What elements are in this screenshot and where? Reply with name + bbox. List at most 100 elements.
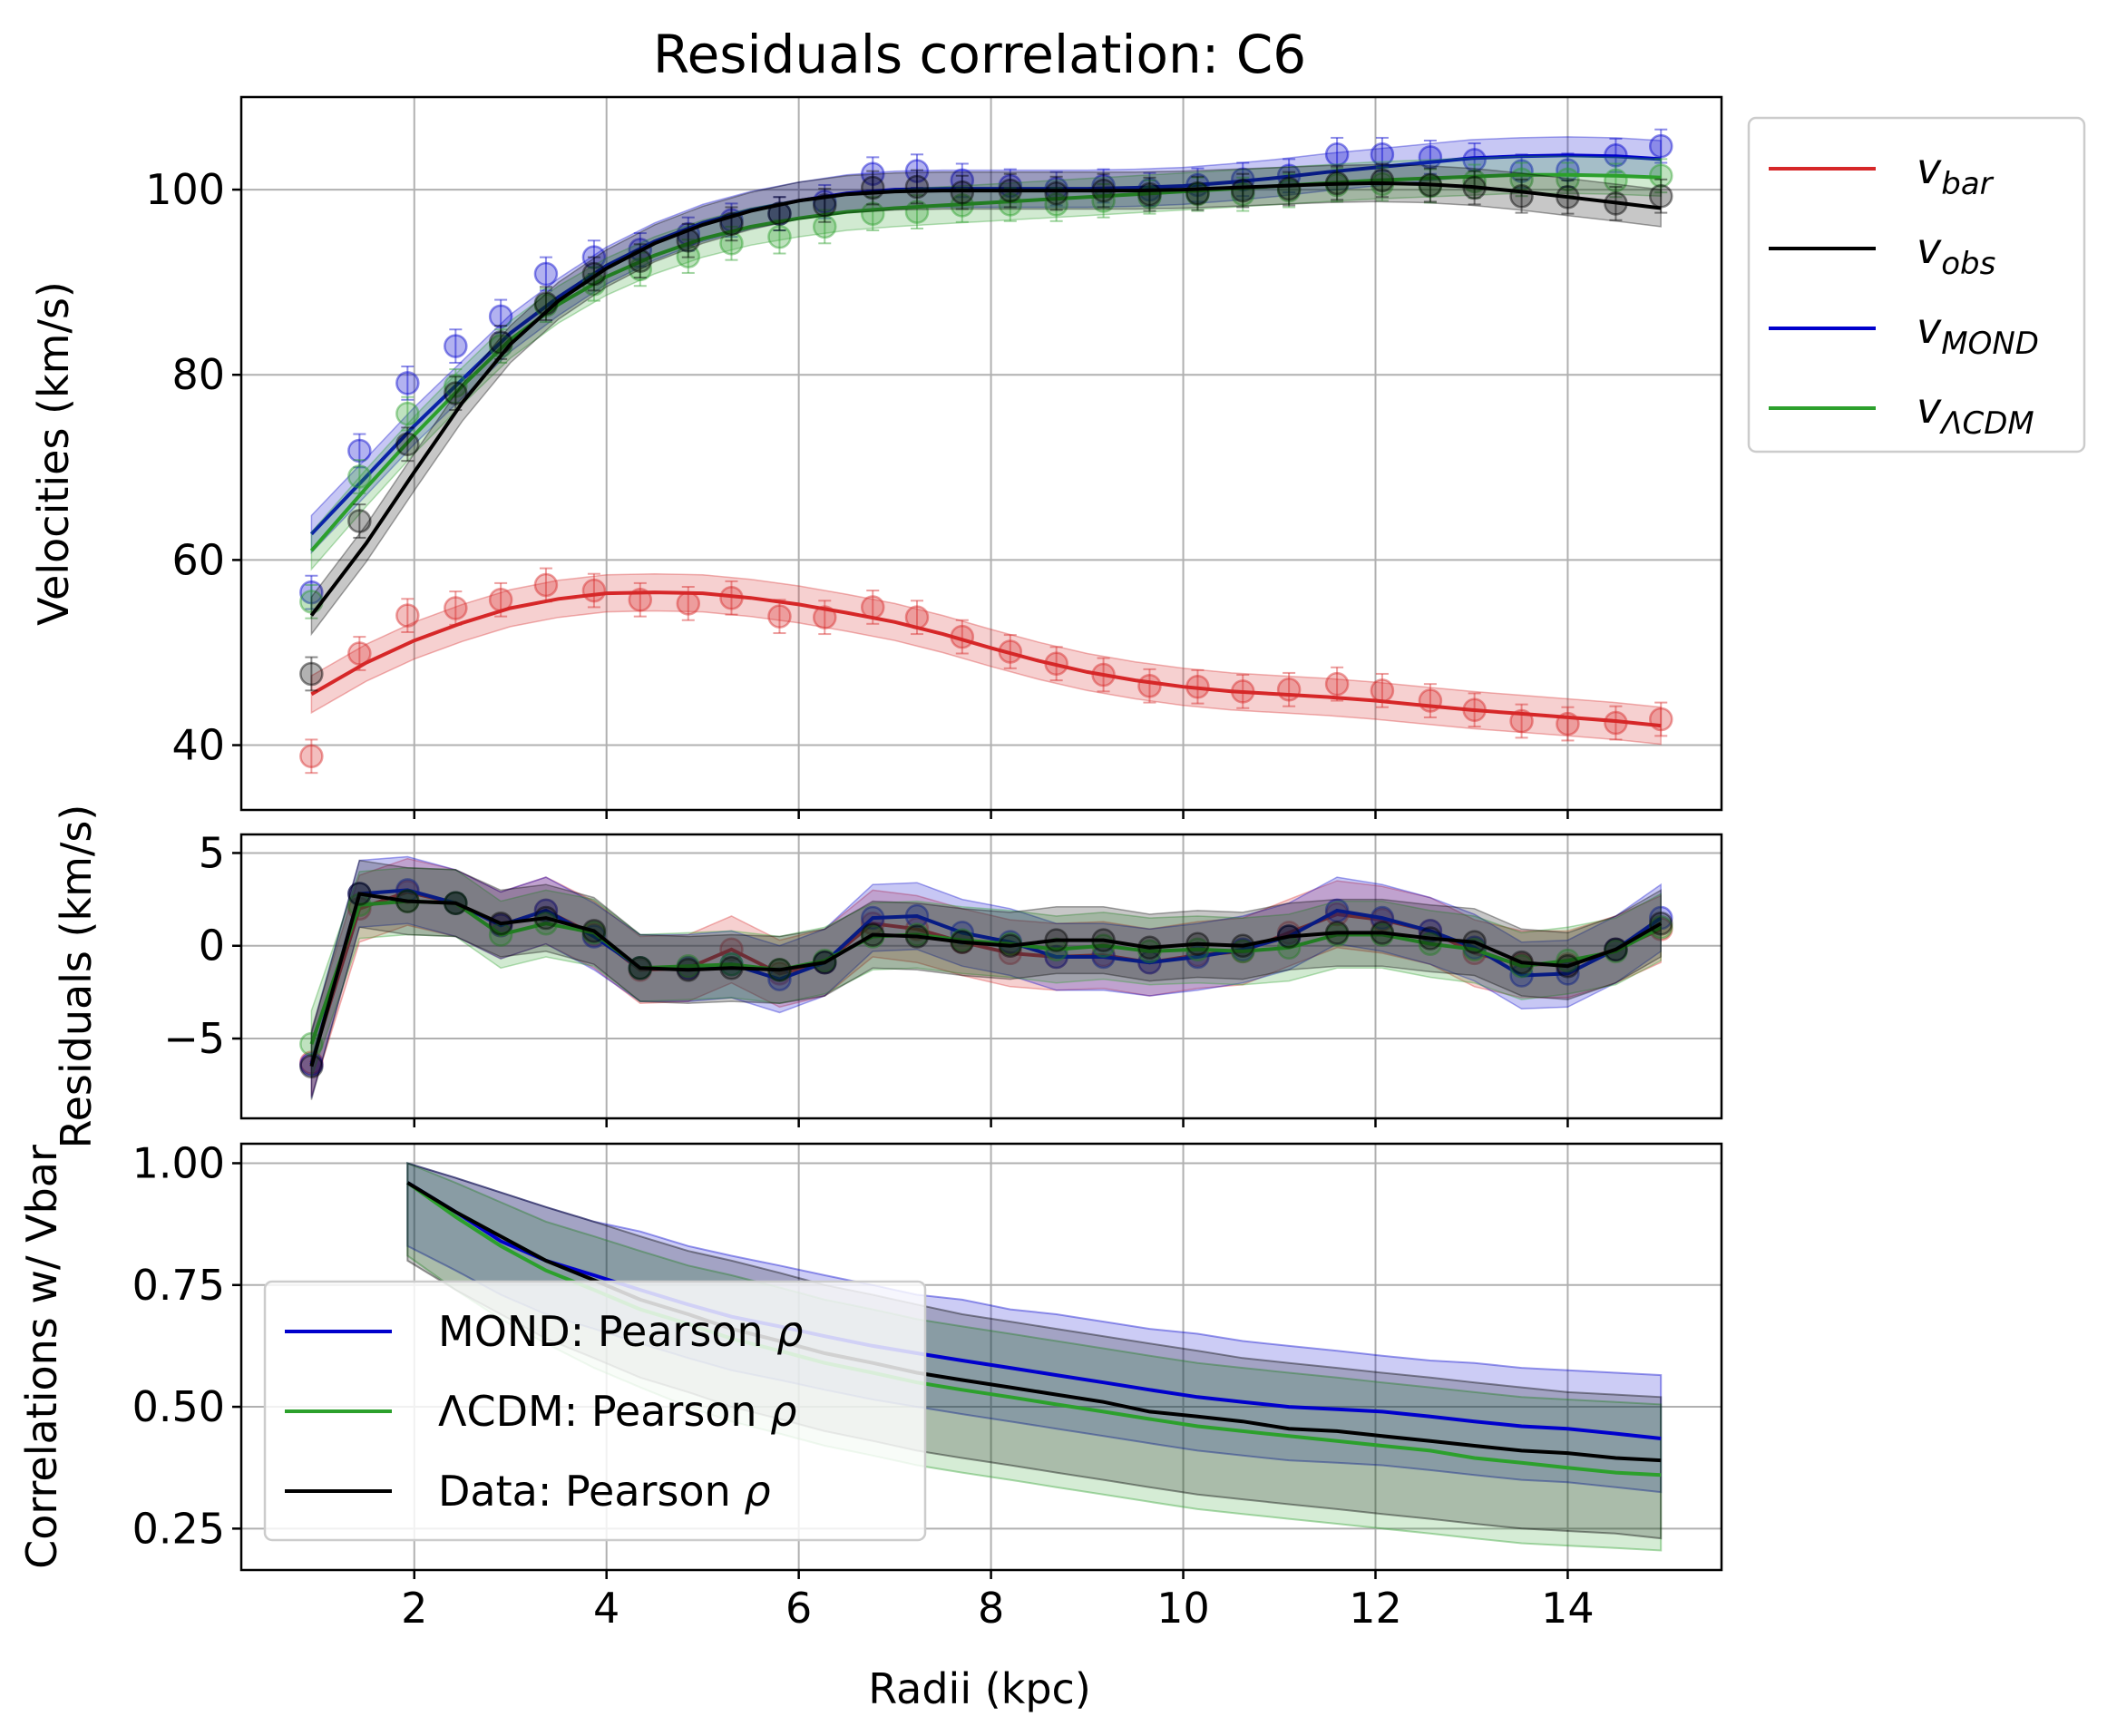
legend-label-subscript: bar (1941, 166, 1994, 202)
x-tick-label: 10 (1156, 1584, 1210, 1633)
data-point (860, 161, 885, 186)
plot-area-residuals (299, 855, 1673, 1100)
y-axis-label: Correlations w/ Vbar (17, 1145, 66, 1569)
data-point (347, 464, 372, 489)
legend-label-base: v (1917, 144, 1942, 193)
data-point (444, 381, 468, 405)
data-point (1276, 176, 1302, 201)
series-residuals-obs (299, 859, 1673, 1100)
y-axis-label: Velocities (km/s) (29, 281, 78, 626)
uncertainty-band (310, 859, 1662, 1100)
y-tick-label: 1.00 (132, 1138, 225, 1187)
data-point (767, 224, 792, 249)
data-point (533, 572, 559, 598)
legend-label-base: v (1917, 304, 1942, 353)
data-point (395, 603, 420, 628)
series-line (310, 590, 1662, 728)
data-point (299, 1054, 324, 1078)
series-line (309, 892, 1663, 1068)
data-point (998, 192, 1023, 217)
data-point (904, 174, 930, 200)
data-point (813, 193, 837, 218)
legend-label-rho: ρ (744, 1467, 770, 1516)
legend-label-subscript: obs (1941, 246, 1995, 282)
legend-label-obs: vobs (1917, 224, 1995, 282)
data-point (1185, 180, 1210, 206)
legend-label-base: v (1917, 384, 1942, 433)
series-line (309, 180, 1662, 617)
x-tick-label: 14 (1541, 1584, 1595, 1633)
data-point (581, 245, 607, 269)
y-tick-label: 0.75 (132, 1261, 225, 1310)
axes-frame (239, 1142, 1723, 1572)
y-tick-label: 0.25 (132, 1504, 225, 1553)
panel-correlations: 2 4 6 8 10 12 14 0.25 0.50 0.75 1.00 Correlations w… (17, 1138, 1723, 1633)
data-point (1648, 707, 1673, 732)
series-line (309, 888, 1663, 1066)
data-point (347, 438, 372, 463)
data-point (1044, 180, 1068, 206)
data-point (1324, 671, 1350, 697)
uncertainty-band (310, 163, 1662, 637)
grid-residuals (241, 834, 1722, 1118)
data-point (1370, 678, 1395, 703)
data-point (444, 334, 468, 358)
data-point (1137, 181, 1162, 207)
data-point (1276, 678, 1302, 702)
data-point (444, 374, 468, 398)
data-point (1137, 673, 1162, 698)
legend-label-rho: ρ (776, 1307, 803, 1356)
data-point (347, 509, 372, 533)
data-point (767, 604, 792, 629)
uncertainty-band (310, 867, 1662, 1078)
data-point (1648, 911, 1673, 936)
x-axis-label: Radii (kpc) (868, 1664, 1091, 1713)
data-point (581, 578, 607, 603)
legend-label-lcdm: ΛCDM: Pearson ρ (438, 1387, 796, 1436)
legend-label-lcdm: vΛCDM (1917, 384, 2034, 442)
data-point (395, 401, 420, 426)
y-axis-label: Residuals (km/s) (52, 805, 101, 1149)
data-point (950, 180, 975, 205)
legend-box (263, 1280, 927, 1542)
data-point (676, 591, 701, 616)
axes-frame (239, 95, 1723, 812)
data-point (1230, 178, 1255, 203)
legend-label-text: MOND: Pearson (438, 1307, 776, 1356)
data-point (299, 580, 324, 605)
y-tick-label: 40 (171, 721, 225, 770)
data-point (299, 661, 324, 687)
data-point (904, 159, 930, 183)
data-point (395, 432, 420, 457)
legend-label-bar: vbar (1917, 144, 1995, 202)
series-line (309, 899, 1663, 1045)
y-tick-label: 60 (171, 535, 225, 584)
legend-label-subscript: ΛCDM (1938, 405, 2034, 442)
data-point (1648, 915, 1673, 940)
y-tick-label: −5 (163, 1014, 225, 1063)
data-point (813, 605, 837, 629)
x-tick-label: 4 (593, 1584, 619, 1633)
y-tick-label: 0 (199, 922, 225, 970)
data-point (1324, 142, 1350, 167)
y-tick-label: 5 (199, 828, 225, 877)
data-point (767, 201, 792, 226)
panel-residuals: −5 0 5 Residuals (km/s) (52, 805, 1723, 1149)
data-point (1648, 133, 1673, 159)
data-point (488, 304, 513, 329)
legend-label-obs: Data: Pearson ρ (438, 1467, 771, 1516)
legend-label-mond: vMOND (1917, 304, 2039, 362)
axes-frame (239, 833, 1723, 1120)
legend-label-rho: ρ (770, 1387, 796, 1436)
legend-label-base: v (1917, 224, 1942, 273)
data-point (1509, 183, 1534, 209)
legend-box (1747, 116, 2086, 454)
legend-label-text: ΛCDM: Pearson (438, 1387, 770, 1436)
data-point (444, 596, 468, 620)
legend-label-subscript: MOND (1941, 326, 2039, 362)
